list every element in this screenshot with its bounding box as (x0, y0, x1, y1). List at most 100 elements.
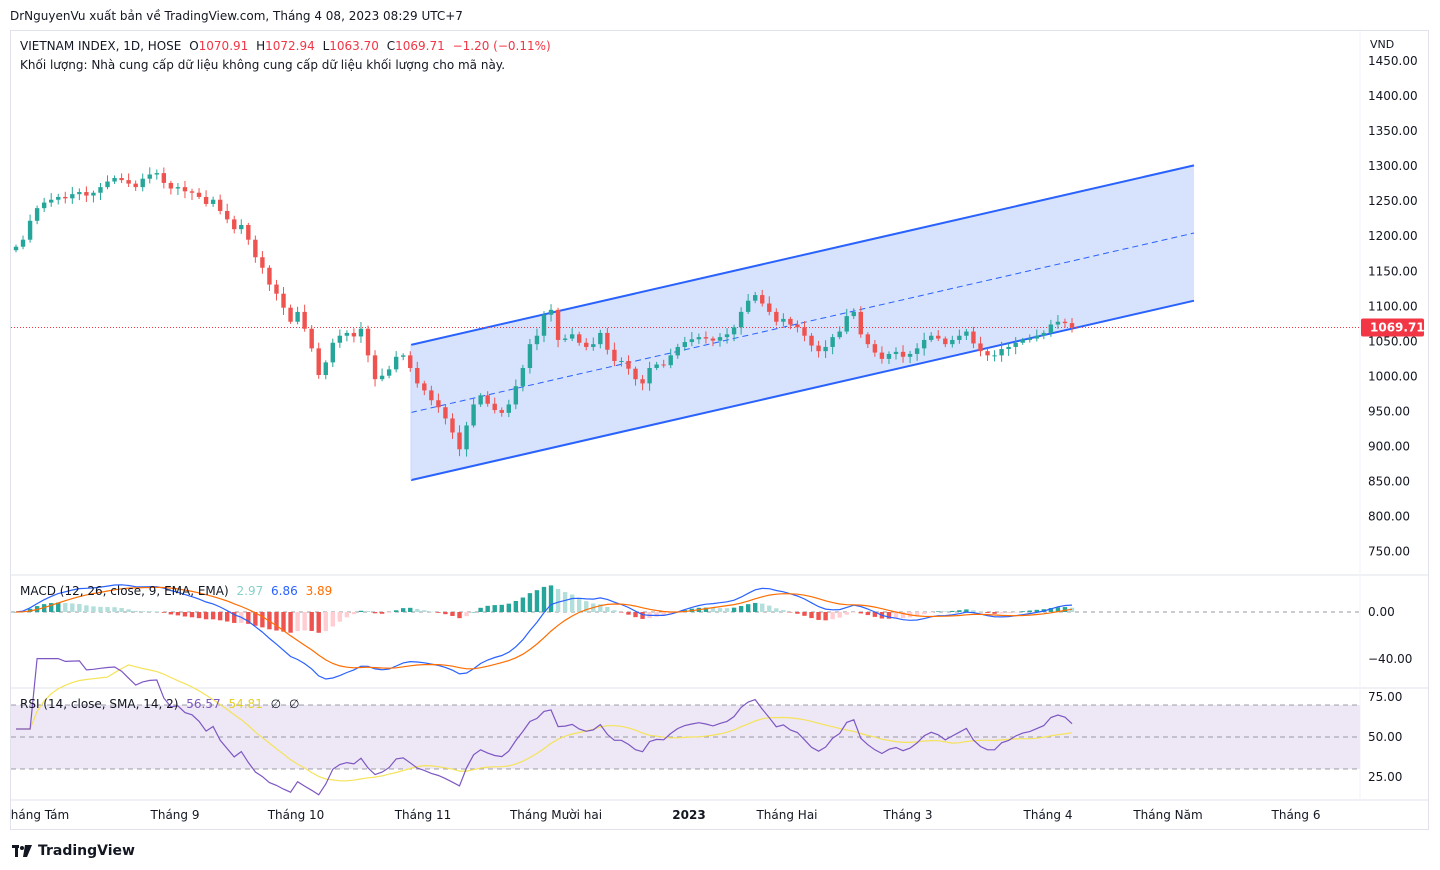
candle-body (56, 196, 61, 200)
macd-histogram-bar (372, 612, 378, 614)
macd-histogram-bar (823, 612, 828, 621)
candle-body (91, 192, 96, 196)
candle-body (788, 318, 793, 325)
macd-histogram-bar (302, 612, 307, 631)
candle-body (316, 348, 321, 375)
candle-body (429, 390, 434, 401)
macd-histogram-bar (830, 612, 835, 620)
candle-body (49, 199, 54, 203)
candle-body (295, 311, 300, 322)
macd-histogram-bar (950, 610, 955, 612)
candle-body (914, 348, 920, 354)
macd-histogram-bar (499, 604, 504, 612)
macd-histogram-bar (422, 610, 427, 612)
price-tick-label: 1000.00 (1368, 369, 1418, 383)
candle-body (126, 180, 131, 184)
candle-body (379, 375, 385, 380)
macd-histogram-bar (1006, 612, 1011, 613)
candle-body (246, 224, 251, 240)
macd-histogram-bar (436, 612, 441, 613)
candle-body (401, 355, 406, 357)
candle-body (358, 328, 364, 337)
price-tick-label: 1150.00 (1368, 264, 1418, 278)
macd-histogram-bar (788, 612, 793, 613)
candle-body (1055, 321, 1061, 325)
macd-histogram-bar (1055, 607, 1061, 612)
macd-histogram-bar (119, 608, 124, 612)
macd-histogram-bar (781, 610, 786, 612)
candle-body (281, 293, 286, 308)
candle-body (696, 337, 702, 340)
candle-body (1020, 339, 1025, 343)
price-tick-label: 800.00 (1368, 510, 1410, 524)
channel-upper-line (410, 164, 1195, 346)
candle-body (70, 194, 75, 199)
candle-body (84, 192, 89, 196)
candle-body (210, 199, 216, 204)
macd-histogram-bar (569, 594, 575, 612)
candle-body (964, 331, 969, 336)
macd-line-value: 6.86 (271, 584, 298, 598)
candle-body (957, 335, 962, 340)
macd-title: MACD (12, 26, close, 9, EMA, EMA) (20, 584, 229, 598)
time-tick-label: Tháng 3 (883, 808, 933, 822)
macd-histogram-bar (281, 612, 286, 632)
macd-histogram-bar (738, 606, 744, 612)
candle-body (203, 196, 209, 204)
macd-hist-value: 2.97 (236, 584, 264, 598)
macd-histogram-bar (154, 611, 159, 612)
macd-histogram-bar (203, 612, 209, 620)
time-tick-label: Tháng Năm (1132, 808, 1202, 822)
macd-histogram-bar (1062, 607, 1068, 612)
candle-body (450, 418, 455, 433)
candle-body (689, 339, 695, 343)
candle-body (830, 337, 835, 347)
macd-histogram-bar (844, 612, 849, 615)
macd-histogram-bar (865, 612, 871, 616)
time-tick-label: Tháng 11 (394, 808, 452, 822)
rsi-line (16, 658, 1073, 796)
macd-histogram-bar (612, 610, 617, 612)
candle-body (921, 339, 927, 349)
candle-body (999, 349, 1004, 356)
macd-histogram-bar (175, 612, 181, 616)
candle-body (415, 367, 420, 384)
macd-histogram-bar (478, 607, 483, 612)
price-tick-label: 950.00 (1368, 404, 1410, 418)
candle-body (865, 334, 871, 345)
tradingview-brand[interactable]: TradingView (12, 843, 135, 859)
candle-body (717, 337, 723, 341)
candle-body (41, 202, 47, 209)
price-tick-label: 1450.00 (1368, 54, 1418, 68)
candle-body (34, 208, 40, 221)
candle-body (351, 332, 357, 337)
candle-body (1048, 324, 1054, 333)
candle-body (527, 344, 533, 368)
candle-body (182, 187, 188, 192)
macd-histogram-bar (731, 607, 737, 612)
rsi-ma-line (16, 664, 1073, 782)
candle-body (640, 379, 645, 384)
macd-histogram-bar (626, 612, 631, 615)
candle-body (943, 338, 948, 345)
macd-histogram-bar (63, 603, 68, 612)
candle-body (520, 367, 526, 387)
candle-body (112, 178, 117, 182)
candle-body (619, 360, 624, 362)
candle-body (443, 407, 448, 419)
macd-signal-value: 3.89 (305, 584, 333, 598)
macd-histogram-bar (351, 612, 357, 615)
candle-body (372, 355, 378, 380)
macd-histogram-bar (541, 586, 547, 612)
macd-histogram-bar (724, 608, 730, 612)
candle-body (724, 334, 730, 338)
symbol-label: VIETNAM INDEX, 1D, HOSE (20, 39, 182, 53)
time-tick-label: Tháng 10 (267, 808, 325, 822)
macd-histogram-bar (506, 603, 511, 612)
candle-body (577, 334, 582, 343)
macd-histogram-bar (168, 612, 174, 615)
macd-histogram-bar (401, 608, 406, 612)
macd-histogram-bar (717, 608, 723, 612)
macd-histogram-bar (971, 610, 976, 612)
